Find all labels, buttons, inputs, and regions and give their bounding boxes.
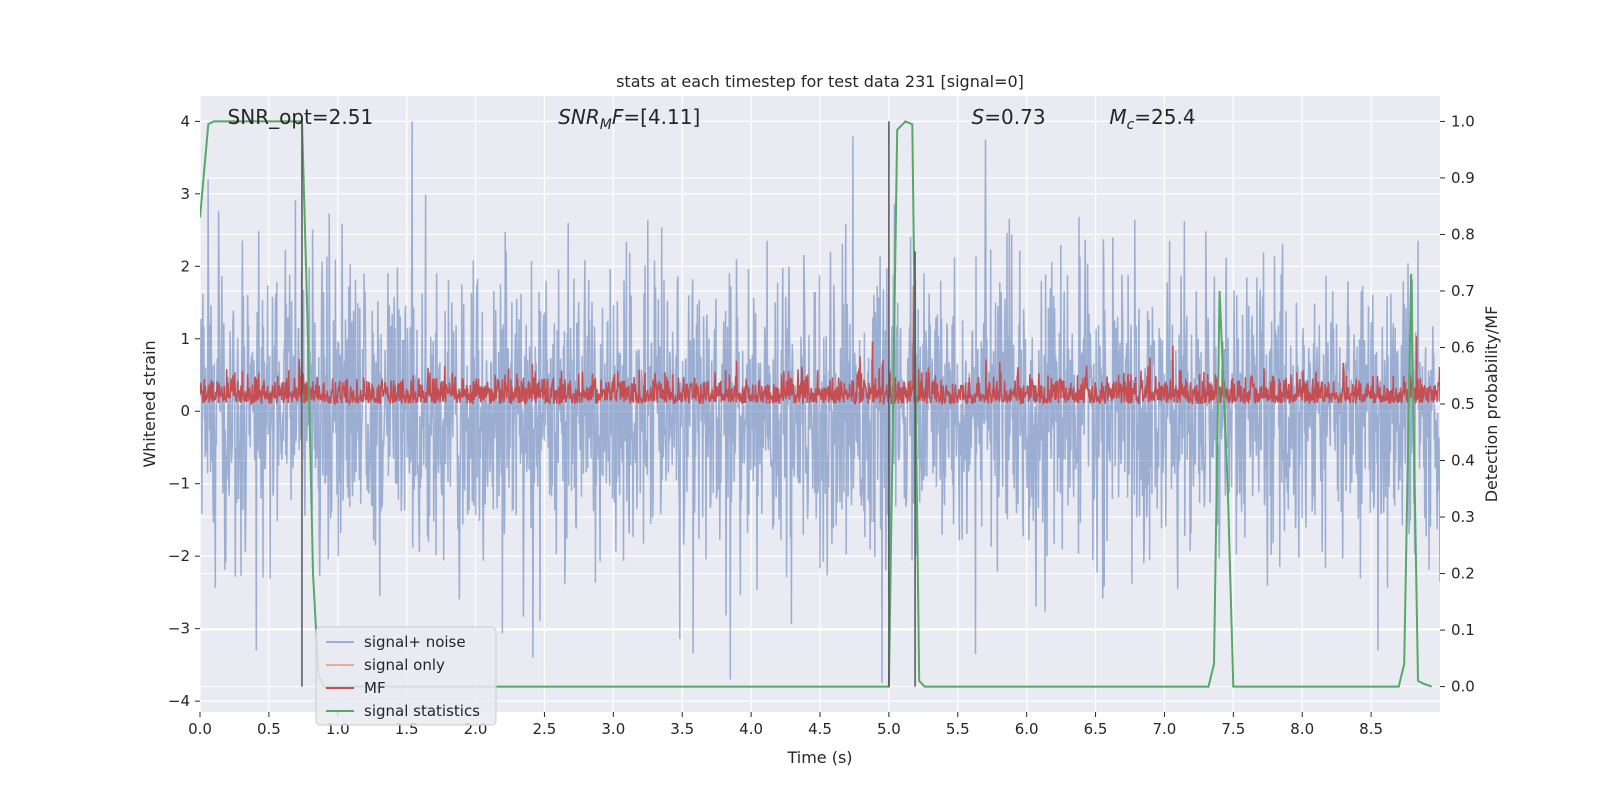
y2-tick-label: 1.0 — [1451, 112, 1475, 130]
x-tick-label: 6.5 — [1084, 720, 1108, 738]
y-tick-label: 2 — [180, 257, 190, 275]
x-tick-label: 8.0 — [1290, 720, 1314, 738]
y-axis-label: Whitened strain — [140, 340, 159, 467]
x-tick-label: 5.0 — [877, 720, 901, 738]
annotation: S=0.73 — [972, 105, 1046, 129]
x-tick-label: 0.5 — [257, 720, 281, 738]
series-mf — [200, 285, 1440, 407]
x-tick-label: 7.5 — [1221, 720, 1245, 738]
legend-box — [315, 626, 497, 726]
x-tick-label: 6.0 — [1015, 720, 1039, 738]
chart-title: stats at each timestep for test data 231… — [616, 72, 1024, 91]
y2-tick-label: 0.5 — [1451, 395, 1475, 413]
series-layer — [200, 120, 1440, 688]
y-tick-label: −1 — [168, 475, 190, 493]
annotation: Mc=25.4 — [1109, 105, 1195, 133]
y2-tick-label: 0.3 — [1451, 508, 1475, 526]
x-tick-label: 8.5 — [1359, 720, 1383, 738]
y2-axis-label: Detection probability/MF — [1482, 306, 1501, 503]
y-tick-label: −2 — [168, 547, 190, 565]
y-tick-label: −4 — [168, 692, 190, 710]
x-tick-label: 3.5 — [670, 720, 694, 738]
y2-tick-label: 0.7 — [1451, 282, 1475, 300]
annotations: SNR_opt=2.51 SNRMF=[4.11] S=0.73 Mc=25.4 — [228, 105, 1196, 133]
y-tick-label: 0 — [180, 402, 190, 420]
y2-tick-label: 0.4 — [1451, 452, 1475, 470]
y2-tick-label: 0.8 — [1451, 225, 1475, 243]
x-tick-label: 5.5 — [946, 720, 970, 738]
y-tick-label: 3 — [180, 185, 190, 203]
x-tick-label: 7.0 — [1153, 720, 1177, 738]
y2-tick-label: 0.2 — [1451, 565, 1475, 583]
legend: signal+ noise signal only MF signal statist… — [315, 626, 497, 726]
legend-label: signal statistics — [364, 702, 480, 720]
y2-tick-label: 0.6 — [1451, 338, 1475, 356]
x-tick-label: 4.5 — [808, 720, 832, 738]
annotation: SNRMF=[4.11] — [558, 105, 700, 133]
series-signal-statistics — [200, 120, 1433, 688]
y-tick-label: 4 — [180, 112, 190, 130]
y2-tick-label: 0.1 — [1451, 621, 1475, 639]
y-tick-label: −3 — [168, 620, 190, 638]
y2-tick-label: 0.9 — [1451, 169, 1475, 187]
legend-label: signal+ noise — [364, 633, 466, 651]
annotation: SNR_opt=2.51 — [228, 105, 374, 129]
x-tick-label: 4.0 — [739, 720, 763, 738]
x-tick-label: 0.0 — [188, 720, 212, 738]
x-axis-label: Time (s) — [786, 748, 852, 767]
ticks: 0.0 0.5 1.0 1.5 2.0 2.5 3.0 3.5 4.0 4.5 5.0 5.5 6.0 6… — [168, 112, 1475, 738]
y-tick-label: 1 — [180, 330, 190, 348]
x-tick-label: 3.0 — [601, 720, 625, 738]
legend-label: MF — [364, 679, 386, 697]
y2-tick-label: 0.0 — [1451, 678, 1475, 696]
x-tick-label: 2.5 — [533, 720, 557, 738]
legend-label: signal only — [364, 656, 445, 674]
